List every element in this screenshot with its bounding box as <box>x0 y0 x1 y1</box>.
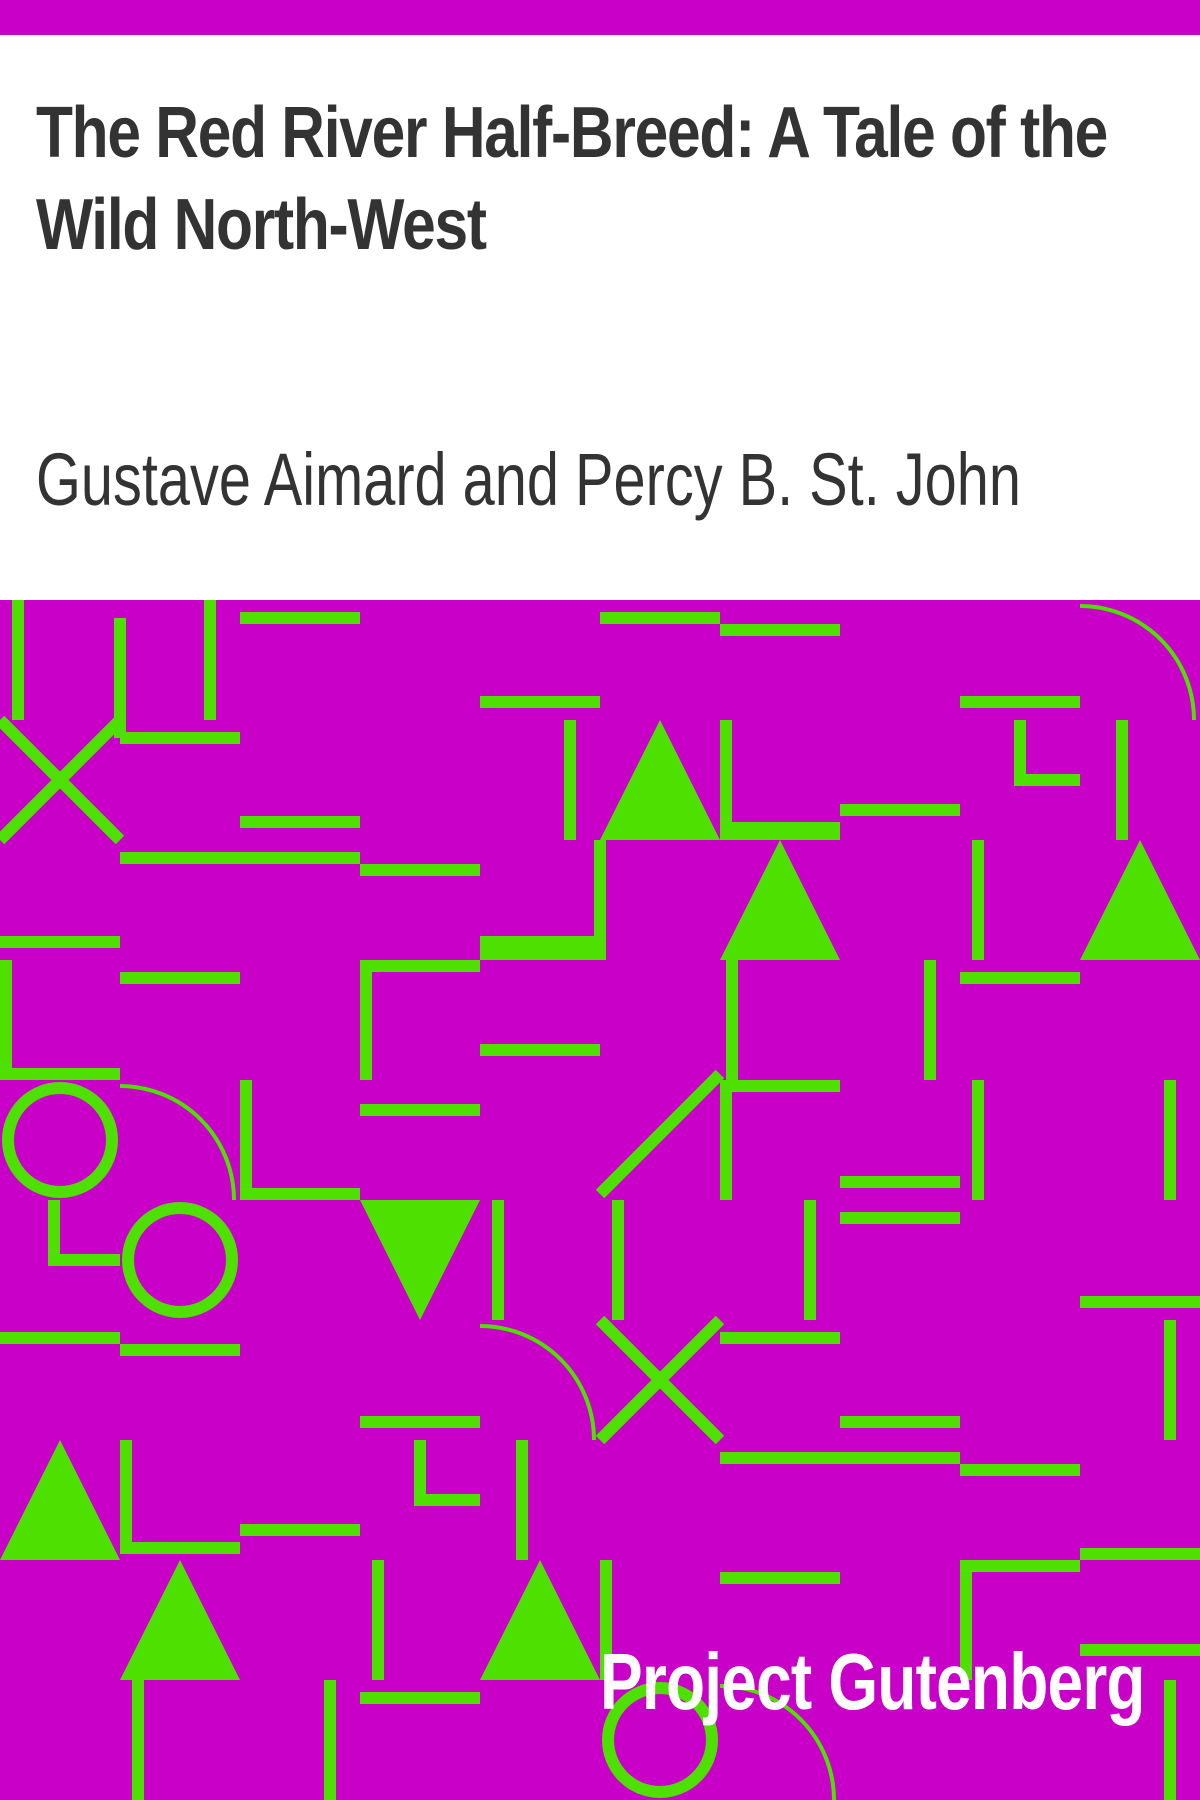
pattern-corner <box>120 1440 240 1554</box>
pattern-cross <box>595 1315 725 1445</box>
pattern-arc <box>1079 604 1196 721</box>
pattern-triangle <box>1080 840 1200 960</box>
pattern-cross <box>0 715 125 845</box>
pattern-triangle <box>360 1200 480 1320</box>
pattern-corner <box>480 840 606 960</box>
pattern-graphic <box>0 600 1200 1800</box>
pattern-corner <box>0 960 120 1080</box>
pattern-corner <box>240 1080 360 1200</box>
pattern-circle <box>122 1202 238 1318</box>
publisher-name: Project Gutenberg <box>600 1637 1146 1726</box>
pattern-corner <box>960 1560 1080 1680</box>
pattern-arc <box>479 1324 596 1441</box>
pattern-corner <box>1014 720 1080 786</box>
pattern-circle <box>602 1682 718 1798</box>
pattern-corner <box>360 960 480 1080</box>
book-author: Gustave Aimard and Percy B. St. John <box>36 438 1021 521</box>
geometric-pattern <box>0 600 1200 1800</box>
title-panel: The Red River Half-Breed: A Tale of the … <box>0 35 1200 600</box>
top-accent-band <box>0 0 1200 35</box>
pattern-corner <box>414 1440 480 1506</box>
pattern-corner <box>720 720 840 834</box>
pattern-diagonal <box>595 1069 725 1199</box>
pattern-triangle <box>0 1440 120 1560</box>
pattern-triangle <box>480 1560 600 1680</box>
pattern-circle <box>2 1082 118 1198</box>
pattern-arc <box>719 1684 836 1800</box>
pattern-arc <box>119 1084 236 1201</box>
pattern-corner <box>48 1200 120 1266</box>
book-title: The Red River Half-Breed: A Tale of the … <box>36 93 1108 265</box>
pattern-triangle <box>120 1560 240 1680</box>
pattern-triangle <box>600 720 720 840</box>
pattern-triangle <box>720 840 840 960</box>
